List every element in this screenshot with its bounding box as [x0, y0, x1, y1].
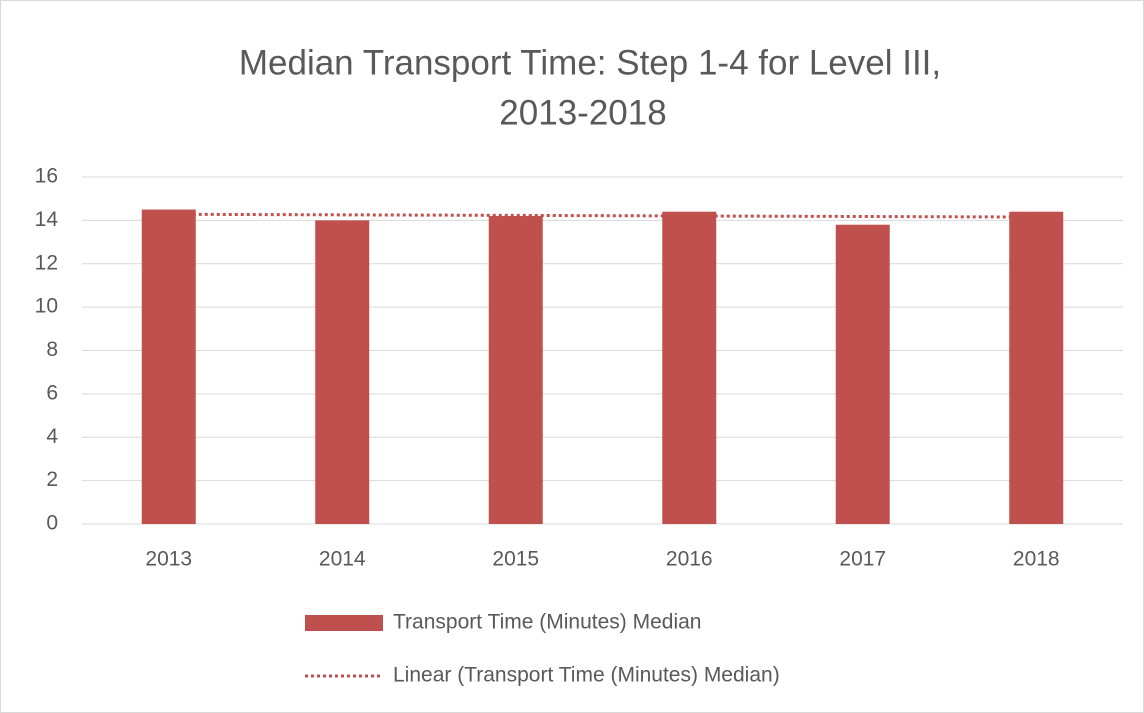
x-tick-label: 2014 — [319, 548, 366, 571]
y-tick-label: 12 — [35, 251, 58, 274]
legend-swatch — [305, 615, 383, 631]
y-tick-label: 10 — [35, 295, 58, 318]
trendline — [168, 212, 1037, 219]
y-tick-label: 6 — [46, 381, 58, 404]
legend-label: Linear (Transport Time (Minutes) Median) — [393, 664, 780, 687]
y-tick-label: 8 — [46, 338, 58, 361]
y-tick-label: 4 — [46, 425, 58, 448]
x-tick-label: 2018 — [1013, 548, 1060, 571]
y-tick-label: 16 — [35, 165, 58, 188]
bar — [835, 224, 890, 524]
chart-title: Median Transport Time: Step 1-4 for Leve… — [239, 43, 941, 82]
x-tick-label: 2016 — [666, 548, 713, 571]
chart-title: 2013-2018 — [499, 93, 666, 132]
y-tick-label: 14 — [35, 208, 59, 231]
bar — [662, 211, 717, 524]
bar — [315, 220, 370, 524]
x-tick-label: 2017 — [839, 548, 886, 571]
y-tick-label: 2 — [46, 468, 58, 491]
bar — [1009, 211, 1064, 524]
x-tick-label: 2013 — [145, 548, 192, 571]
legend-label: Transport Time (Minutes) Median — [393, 611, 702, 634]
bar — [488, 216, 543, 524]
x-tick-label: 2015 — [492, 548, 539, 571]
bar — [141, 209, 196, 524]
y-tick-label: 0 — [46, 512, 58, 535]
